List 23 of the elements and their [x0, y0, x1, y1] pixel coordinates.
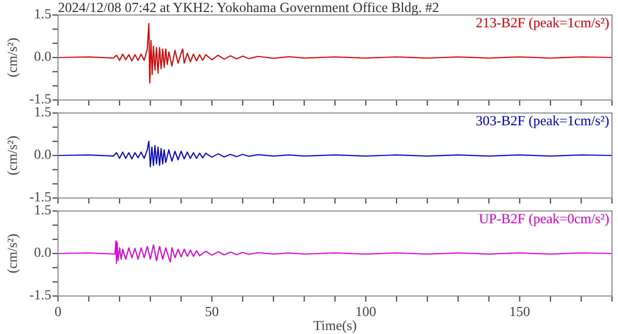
x-tick-label: 150: [510, 306, 530, 316]
x-tick-label: 50: [206, 306, 218, 316]
x-tick-label: 100: [356, 306, 376, 316]
series-label: 303-B2F (peak=1cm/s²): [476, 116, 609, 128]
y-tick-label: 0.0: [34, 248, 51, 258]
y-tick-label: 0.0: [34, 52, 51, 62]
series-label: UP-B2F (peak=0cm/s²): [479, 214, 609, 226]
y-tick-label: 1.5: [35, 9, 51, 19]
x-axis-title: Time(s): [314, 320, 356, 333]
y-tick-label: -1.5: [30, 94, 51, 104]
y-tick-label: 1.5: [35, 205, 51, 215]
x-tick-label: 0: [55, 306, 61, 316]
chart-title: 2024/12/08 07:42 at YKH2: Yokohama Government Office Bldg. #2: [58, 2, 438, 15]
y-tick-label: 0.0: [34, 150, 51, 160]
y-tick-label: 1.5: [35, 107, 51, 117]
y-tick-label: -1.5: [30, 290, 51, 300]
line-series: [58, 140, 612, 168]
y-tick-label: -1.5: [30, 192, 51, 202]
line-series: [58, 240, 612, 264]
series-label: 213-B2F (peak=1cm/s²): [476, 18, 609, 30]
y-axis-title: (cm/s²): [7, 38, 20, 77]
y-axis-title: (cm/s²): [7, 234, 20, 273]
y-axis-title: (cm/s²): [7, 136, 20, 175]
